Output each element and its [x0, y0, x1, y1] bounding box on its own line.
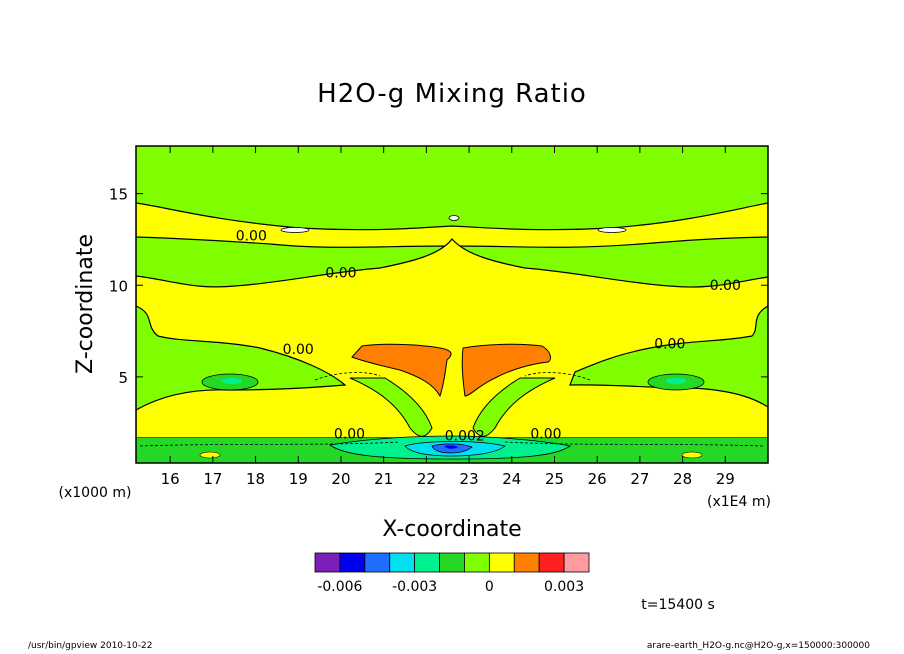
x-tick-label: 20 [331, 470, 350, 488]
wet-tongue-right [472, 377, 556, 437]
colorbar-swatch [488, 552, 515, 573]
x-tick-label: 21 [374, 470, 393, 488]
colorbar-tick-label: -0.003 [392, 579, 437, 595]
contour-field [136, 146, 768, 463]
chart-title: H2O-g Mixing Ratio [317, 79, 587, 109]
colorbar-swatch [364, 552, 391, 573]
y-axis: 5 10 15 [109, 186, 768, 387]
colorbar-swatch [563, 552, 590, 573]
upper-pocket-center [448, 215, 460, 221]
surface-pocket-left [199, 451, 221, 459]
mid-pocket-core-right [666, 378, 686, 384]
x-axis: 16 17 18 19 20 21 22 23 24 25 26 27 28 29 [161, 146, 735, 488]
x-tick-label: 18 [246, 470, 265, 488]
colorbar-swatch [464, 552, 490, 573]
x-tick-label: 23 [460, 470, 479, 488]
contour-labels: 0.00 0.00 0.00 0.00 0.00 0.00 0.00 0.002 [236, 229, 741, 445]
x-tick-label: 28 [673, 470, 692, 488]
x-axis-label: X-coordinate [382, 517, 521, 542]
y-tick-label: 10 [109, 277, 128, 295]
x-tick-label: 19 [289, 470, 308, 488]
contour-label: 0.00 [334, 427, 365, 443]
upper-pocket-left [280, 227, 310, 233]
colorbar-tick-label: -0.006 [317, 579, 362, 595]
surface-pocket-right [681, 451, 703, 459]
x-unit-label: (x1E4 m) [707, 494, 771, 510]
lower-darkblue-core [444, 445, 458, 449]
y-unit-label: (x1000 m) [59, 485, 132, 501]
colorbar-swatch [513, 552, 540, 573]
x-tick-label: 17 [203, 470, 222, 488]
colorbar-tick-label: 0.003 [544, 579, 584, 595]
orange-core-right [461, 343, 551, 397]
footer-right: arare-earth_H2O-g.nc@H2O-g,x=150000:3000… [646, 641, 870, 651]
dashed-contour-left [314, 372, 381, 381]
contour-label: 0.00 [236, 229, 267, 245]
contour-label: 0.00 [654, 337, 685, 353]
x-tick-label: 24 [502, 470, 521, 488]
moist-band-upper [136, 202, 768, 248]
contour-label: 0.00 [283, 342, 314, 358]
x-tick-label: 16 [161, 470, 180, 488]
colorbar-swatch [314, 552, 341, 573]
dashed-contour-lower [139, 441, 765, 447]
y-axis-label: Z-coordinate [73, 234, 98, 374]
x-tick-label: 26 [588, 470, 607, 488]
colorbar-swatch [414, 552, 440, 573]
colorbar: -0.006 -0.003 0 0.003 [314, 552, 590, 595]
mid-pocket-core-left [222, 378, 242, 384]
contour-label: 0.00 [530, 427, 561, 443]
moist-band-main [136, 238, 768, 439]
x-tick-label: 29 [716, 470, 735, 488]
contour-label: 0.00 [710, 278, 741, 294]
colorbar-swatch [339, 552, 366, 573]
orange-core-left [351, 343, 452, 398]
time-annotation: t=15400 s [641, 597, 715, 613]
colorbar-tick-label: 0 [485, 579, 494, 595]
footer-left: /usr/bin/gpview 2010-10-22 [28, 641, 153, 651]
y-tick-label: 15 [109, 186, 128, 204]
upper-pocket-right [597, 227, 627, 233]
plot-frame [135, 145, 769, 464]
x-tick-label: 25 [545, 470, 564, 488]
colorbar-swatch [439, 552, 465, 573]
dashed-contour-right [524, 372, 591, 381]
colorbar-swatch [389, 552, 416, 573]
x-tick-label: 22 [417, 470, 436, 488]
colorbar-swatch [538, 552, 565, 573]
x-tick-label: 27 [630, 470, 649, 488]
contour-label: 0.00 [325, 265, 356, 281]
y-tick-label: 5 [118, 369, 128, 387]
contour-label: 0.002 [445, 428, 485, 444]
